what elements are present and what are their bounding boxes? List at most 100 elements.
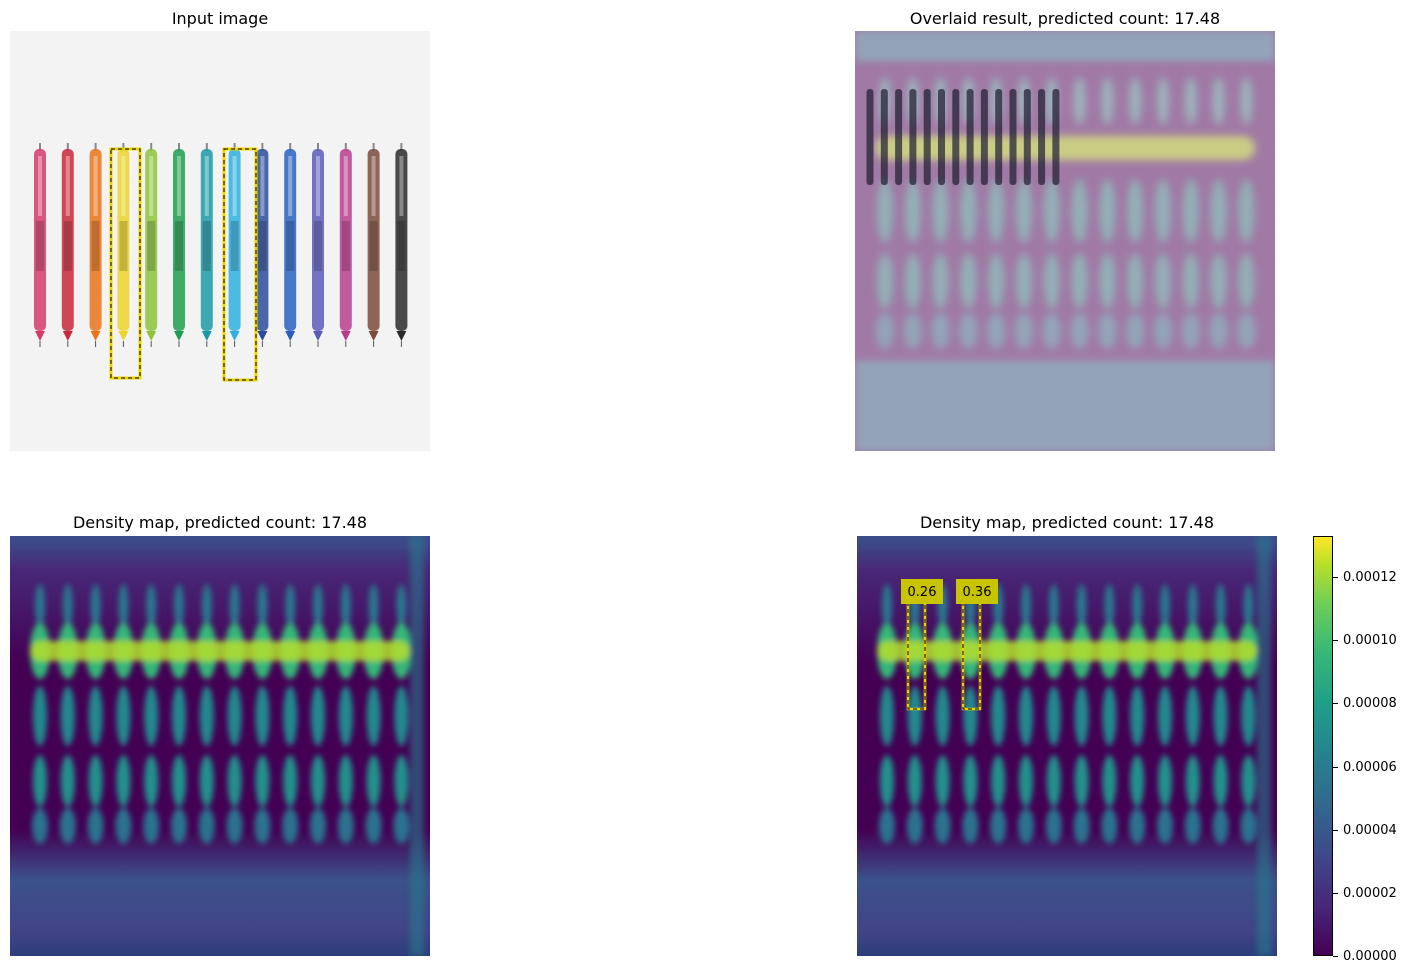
density-blob	[171, 808, 187, 844]
pen	[895, 89, 903, 185]
density-blob	[1241, 686, 1256, 746]
density-blob	[226, 808, 243, 844]
density-blob	[1102, 686, 1117, 746]
pen	[34, 143, 46, 347]
density-blob	[1187, 584, 1198, 628]
pen	[173, 143, 185, 347]
pen	[1052, 89, 1060, 185]
density-blob	[311, 755, 325, 807]
pen	[228, 143, 241, 347]
pen	[200, 143, 213, 347]
density-blob	[60, 755, 75, 807]
density-blob	[87, 808, 104, 844]
density-blob	[60, 686, 75, 746]
density-blob	[1073, 77, 1086, 125]
density-blob	[1104, 584, 1115, 628]
density-blob	[1101, 77, 1114, 125]
box-count-label: 0.26	[908, 585, 937, 600]
density-blob	[1043, 179, 1060, 243]
density-blob	[1185, 686, 1200, 746]
density-blob	[1076, 584, 1087, 628]
density-blob	[1241, 755, 1256, 807]
pen	[952, 89, 960, 185]
density-blob	[1238, 179, 1255, 243]
density-blob	[904, 253, 921, 309]
density-blob	[199, 686, 214, 746]
colorbar-tick-label: 0.00008	[1343, 696, 1397, 712]
pen	[89, 143, 102, 347]
density-blob	[877, 253, 893, 309]
pen	[284, 143, 297, 347]
pen	[339, 143, 352, 347]
density-blob	[1154, 313, 1172, 349]
density-blob	[1130, 686, 1145, 746]
colorbar-tick-label: 0.00012	[1343, 570, 1397, 586]
density-blob	[285, 584, 296, 628]
density-blob	[907, 686, 922, 746]
density-blob	[876, 313, 894, 349]
density-blob	[1045, 808, 1062, 844]
density-blob	[394, 755, 409, 807]
density-blob	[904, 179, 921, 243]
density-blob	[1129, 808, 1146, 844]
density-blob	[960, 179, 977, 243]
pen	[1009, 89, 1017, 185]
density-blob	[882, 584, 892, 628]
colorbar-tick	[1333, 703, 1338, 705]
density-blob	[1184, 808, 1201, 844]
density-blob	[1019, 755, 1033, 807]
density-blob	[1073, 808, 1090, 844]
density-blob	[146, 584, 157, 628]
density-blob	[880, 686, 894, 746]
density-blob	[932, 253, 949, 309]
density-blob	[1021, 584, 1031, 628]
density-blob	[366, 686, 381, 746]
density-blob	[935, 686, 950, 746]
density-blob	[935, 755, 950, 807]
density-blob	[1237, 313, 1256, 349]
density-blob	[365, 808, 382, 844]
pen	[923, 89, 931, 185]
density-blob	[931, 313, 950, 349]
pen	[880, 89, 888, 185]
density-blob	[313, 584, 323, 628]
density-blob	[199, 755, 214, 807]
density-blob	[960, 253, 977, 309]
density-band	[30, 641, 410, 661]
colorbar	[1313, 536, 1333, 956]
pen	[145, 143, 158, 347]
density-blob	[963, 686, 978, 746]
density-blob	[987, 313, 1006, 349]
pen	[1038, 89, 1046, 185]
density-blob	[963, 755, 978, 807]
density-blob	[1070, 313, 1089, 349]
density-blob	[198, 808, 215, 844]
density-blob	[338, 755, 353, 807]
density-blob	[959, 313, 978, 349]
density-blob	[337, 808, 354, 844]
density-band	[875, 136, 1255, 160]
density-blob	[32, 808, 48, 844]
pen	[980, 89, 988, 185]
density-blob	[90, 584, 101, 628]
density-blob	[1185, 755, 1200, 807]
density-blob	[310, 808, 326, 844]
density-blob	[1130, 755, 1145, 807]
density-blob	[116, 755, 131, 807]
density-blob	[311, 686, 325, 746]
density-blob	[1071, 179, 1088, 243]
density-blob	[1181, 313, 1200, 349]
pen	[312, 143, 324, 347]
density-blob	[1071, 253, 1088, 309]
density-blob	[1048, 584, 1059, 628]
pen	[938, 89, 945, 185]
density-blob	[1182, 253, 1199, 309]
density-blob	[366, 755, 381, 807]
density-blob	[1238, 253, 1255, 309]
density-blob	[934, 808, 951, 844]
colorbar-tick	[1333, 766, 1338, 768]
density-blob	[1101, 808, 1118, 844]
density-blob	[1042, 313, 1061, 349]
density-blob	[115, 808, 132, 844]
density-blob	[1043, 253, 1060, 309]
